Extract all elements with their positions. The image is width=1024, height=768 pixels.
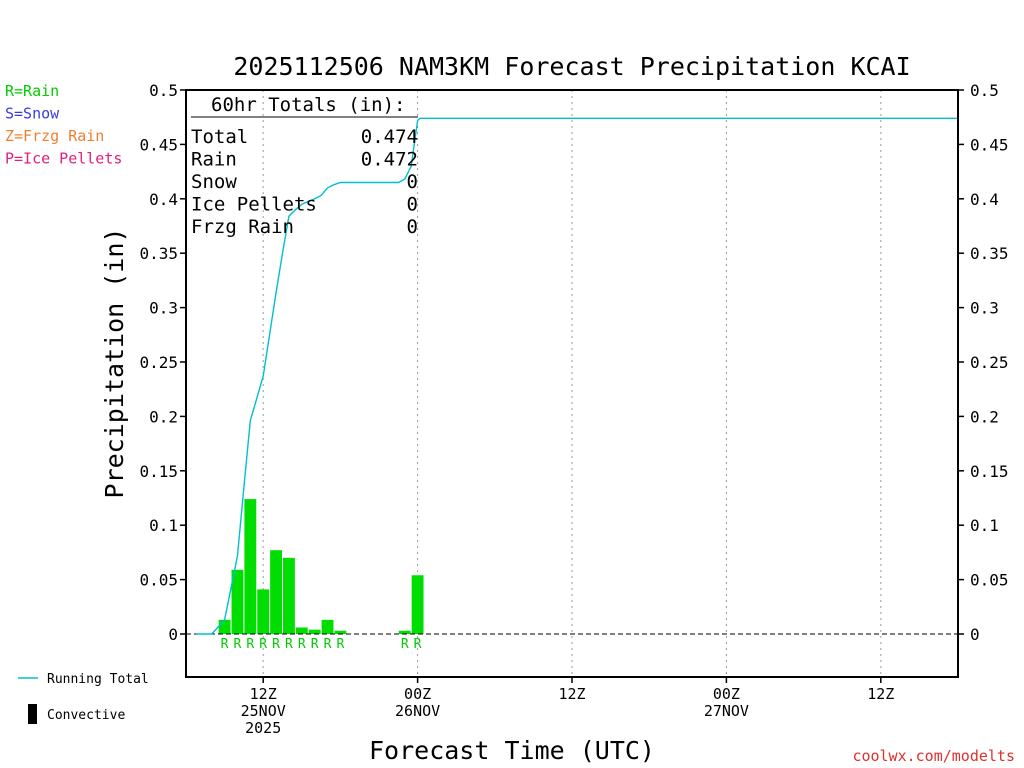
- x-tick-label: 12Z: [558, 685, 585, 703]
- precip-bar: [231, 569, 244, 634]
- ptype-letter: R: [298, 637, 306, 652]
- totals-row-value: 0: [407, 171, 418, 193]
- precip-bar: [270, 550, 282, 634]
- precip-bar: [244, 499, 257, 634]
- x-tick-label: 12Z: [250, 685, 277, 703]
- ptype-letter: R: [259, 637, 267, 652]
- ptype-legend-item: P=Ice Pellets: [5, 150, 122, 168]
- precip-bar: [308, 629, 321, 634]
- y-tick-label-right: 0.5: [970, 81, 999, 100]
- y-tick-label-right: 0: [970, 625, 980, 644]
- ptype-letter: R: [272, 637, 280, 652]
- y-tick-label-left: 0.4: [149, 190, 178, 209]
- running-total-line: [196, 117, 958, 635]
- x-tick-label: 00Z: [404, 685, 431, 703]
- ptype-letter: R: [324, 637, 332, 652]
- y-tick-label-right: 0.05: [970, 571, 1009, 590]
- y-tick-label-right: 0.15: [970, 462, 1009, 481]
- y-tick-label-left: 0.25: [139, 353, 178, 372]
- ptype-letter: R: [246, 637, 254, 652]
- y-tick-label-left: 0.35: [139, 244, 178, 263]
- precip-bar: [295, 627, 308, 634]
- y-axis-right: 0 0.05 0.1 0.15 0.2 0.25 0.3 0.35 0.4 0.45 0.5: [958, 81, 1009, 644]
- y-tick-label-left: 0: [168, 625, 178, 644]
- y-tick-label-right: 0.2: [970, 407, 999, 426]
- y-tick-label-right: 0.25: [970, 353, 1009, 372]
- y-tick-label-left: 0.1: [149, 516, 178, 535]
- precip-bar: [257, 589, 270, 634]
- ptype-letter: R: [234, 637, 242, 652]
- y-tick-label-left: 0.5: [149, 81, 178, 100]
- y-tick-label-left: 0.45: [139, 135, 178, 154]
- totals-row-label: Total: [191, 126, 248, 148]
- y-tick-label-left: 0.05: [139, 571, 178, 590]
- x-tick-label: 12Z: [867, 685, 894, 703]
- totals-box: 60hr Totals (in): Total 0.474 Rain 0.472 Sno…: [191, 94, 418, 238]
- x-tick-label: 2025: [245, 719, 281, 737]
- y-tick-label-left: 0.3: [149, 299, 178, 318]
- totals-row-value: 0.472: [361, 149, 418, 171]
- totals-row-value: 0: [407, 194, 418, 216]
- precip-bar: [411, 575, 424, 634]
- totals-header: 60hr Totals (in):: [211, 94, 405, 116]
- x-axis-label: Forecast Time (UTC): [369, 736, 655, 765]
- ptype-letter: R: [336, 637, 344, 652]
- ptype-letter: R: [414, 637, 422, 652]
- y-tick-label-right: 0.1: [970, 516, 999, 535]
- series-legend-label: Running Total: [47, 672, 149, 687]
- precip-bar: [321, 619, 334, 634]
- totals-row-label: Snow: [191, 171, 237, 193]
- ptype-letter: R: [285, 637, 293, 652]
- y-tick-label-left: 0.15: [139, 462, 178, 481]
- ptype-legend-item: S=Snow: [5, 105, 60, 123]
- series-legend-label: Convective: [47, 708, 125, 723]
- totals-row-label: Ice Pellets: [191, 194, 317, 216]
- ptype-legend: R=Rain S=Snow Z=Frzg Rain P=Ice Pellets: [5, 82, 122, 168]
- grid-lines: [262, 90, 882, 677]
- x-tick-label: 26NOV: [395, 702, 440, 720]
- precip-bar: [218, 619, 231, 634]
- ptype-letter: R: [221, 637, 229, 652]
- totals-row-label: Frzg Rain: [191, 216, 294, 238]
- bar-series: [218, 499, 424, 634]
- ptype-legend-item: R=Rain: [5, 82, 59, 100]
- ptype-letter: R: [311, 637, 319, 652]
- chart-title: 2025112506 NAM3KM Forecast Precipitation…: [233, 52, 910, 81]
- y-tick-label-right: 0.4: [970, 190, 999, 209]
- y-axis-label: Precipitation (in): [100, 228, 129, 499]
- y-axis-left: 0 0.05 0.1 0.15 0.2 0.25 0.3 0.35 0.4 0.45 0.5: [139, 81, 186, 644]
- x-tick-label: 27NOV: [704, 702, 749, 720]
- ptype-letter: R: [401, 637, 409, 652]
- totals-row-label: Rain: [191, 149, 237, 171]
- y-tick-label-left: 0.2: [149, 407, 178, 426]
- x-tick-label: 00Z: [713, 685, 740, 703]
- totals-row-value: 0.474: [361, 126, 418, 148]
- credit-text: coolwx.com/modelts: [852, 747, 1015, 765]
- x-tick-label: 25NOV: [241, 702, 286, 720]
- totals-row-value: 0: [407, 216, 418, 238]
- y-tick-label-right: 0.3: [970, 299, 999, 318]
- series-legend: Running Total Convective: [18, 672, 149, 724]
- convective-swatch: [28, 704, 37, 724]
- precip-bar: [334, 630, 347, 634]
- precip-bar: [398, 630, 411, 634]
- y-tick-label-right: 0.35: [970, 244, 1009, 263]
- y-tick-label-right: 0.45: [970, 135, 1009, 154]
- ptype-legend-item: Z=Frzg Rain: [5, 127, 104, 145]
- precip-bar: [283, 557, 295, 634]
